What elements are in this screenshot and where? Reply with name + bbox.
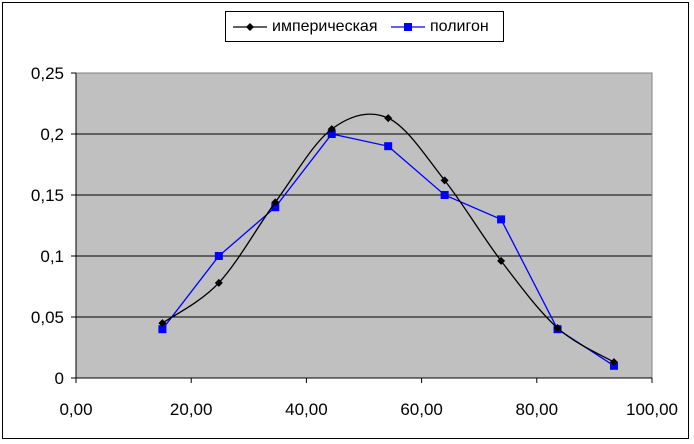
- data-point-square: [497, 215, 506, 224]
- legend-swatch-square: [391, 22, 425, 31]
- data-point-diamond: [158, 319, 167, 328]
- y-tick-label: 0,15: [31, 186, 64, 205]
- x-tick-label: 40,00: [285, 400, 328, 419]
- x-tick-label: 80,00: [516, 400, 559, 419]
- y-tick-label: 0,05: [31, 308, 64, 327]
- data-point-diamond: [271, 198, 280, 207]
- data-point-diamond: [214, 278, 223, 287]
- x-tick-label: 20,00: [170, 400, 213, 419]
- y-tick-label: 0,2: [40, 125, 64, 144]
- data-point-diamond: [609, 358, 618, 367]
- y-tick-label: 0,1: [40, 247, 64, 266]
- data-point-diamond: [384, 114, 393, 123]
- x-tick-label: 100,00: [626, 400, 678, 419]
- y-tick-label: 0,25: [31, 64, 64, 83]
- data-point-diamond: [553, 323, 562, 332]
- y-tick-label: 0: [55, 369, 64, 388]
- data-point-square: [271, 203, 280, 212]
- legend: империческая полигон: [225, 11, 504, 42]
- x-tick-label: 0,00: [59, 400, 92, 419]
- data-point-diamond: [440, 176, 449, 185]
- legend-item-empirical: империческая: [232, 12, 377, 41]
- data-point-diamond: [327, 125, 336, 134]
- legend-item-polygon: полигон: [390, 12, 489, 41]
- data-point-square: [158, 325, 167, 334]
- legend-swatch-diamond: [233, 22, 267, 31]
- data-point-square: [327, 130, 336, 138]
- data-point-square: [440, 191, 449, 199]
- data-point-diamond: [497, 256, 506, 265]
- legend-label-polygon: полигон: [430, 17, 489, 35]
- data-point-square: [384, 142, 393, 151]
- legend-label-empirical: империческая: [272, 17, 378, 35]
- x-tick-label: 60,00: [400, 400, 443, 419]
- data-point-square: [214, 252, 223, 260]
